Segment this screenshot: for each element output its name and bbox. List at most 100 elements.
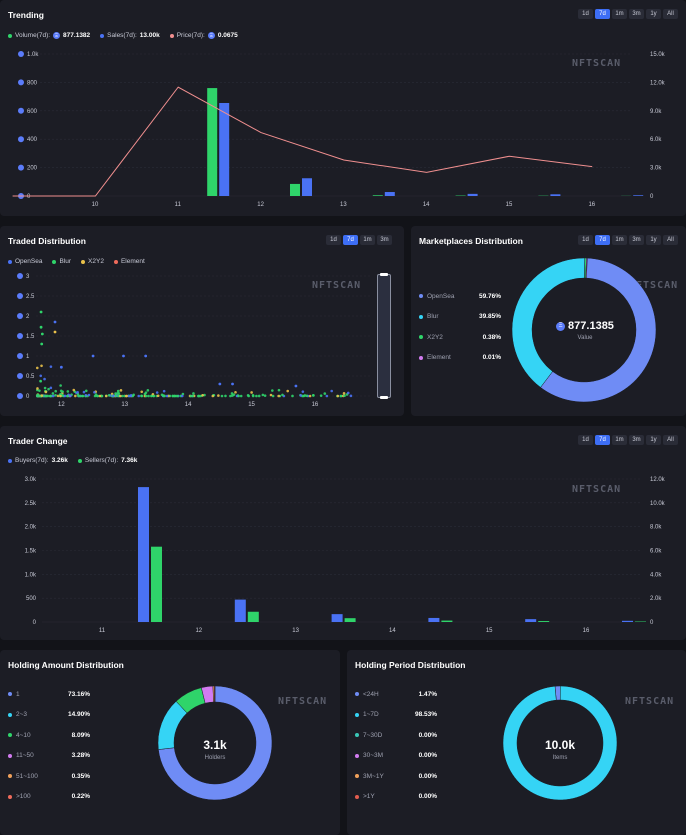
- eth-icon: [18, 51, 24, 57]
- scatter-point: [91, 354, 95, 358]
- tab-3m[interactable]: 3m: [629, 9, 644, 19]
- y2-tick-label: 2.0k: [650, 596, 662, 602]
- zoom-handle-bottom[interactable]: [380, 396, 388, 399]
- donut-slice: [585, 257, 588, 279]
- tab-7d[interactable]: 7d: [595, 235, 610, 245]
- scatter-point: [77, 394, 80, 398]
- tab-1m[interactable]: 1m: [612, 235, 627, 245]
- list-item[interactable]: 3M~1Y 0.00%: [355, 766, 437, 787]
- list-item[interactable]: >100 0.22%: [8, 787, 90, 808]
- y-tick-label: 0: [27, 194, 31, 200]
- tab-1m[interactable]: 1m: [612, 9, 627, 19]
- zoom-slider[interactable]: [377, 273, 391, 399]
- list-item[interactable]: 4~10 8.09%: [8, 725, 90, 746]
- scatter-point: [308, 394, 312, 398]
- scatter-point: [257, 394, 261, 398]
- tab-1d[interactable]: 1d: [578, 9, 593, 19]
- tab-7d[interactable]: 7d: [595, 435, 610, 445]
- list-item[interactable]: 1~7D 98.53%: [355, 705, 437, 726]
- list-item[interactable]: 2~3 14.90%: [8, 705, 90, 726]
- x-tick-label: 12: [195, 628, 202, 634]
- scatter-point: [162, 389, 166, 393]
- donut-slice: [158, 685, 273, 801]
- tab-3m[interactable]: 3m: [629, 235, 644, 245]
- y-tick-label: 1.0k: [25, 572, 37, 578]
- trader-change-legend: Buyers(7d): 3.26k Sellers(7d): 7.36k: [8, 457, 137, 464]
- legend-x2y2[interactable]: X2Y2: [81, 258, 104, 265]
- list-item[interactable]: Blur 39.85%: [419, 307, 501, 328]
- x-tick-label: 13: [121, 402, 128, 408]
- list-item[interactable]: 30~3M 0.00%: [355, 746, 437, 767]
- tab-all[interactable]: All: [663, 9, 678, 19]
- y-tick-label: 2.5k: [25, 501, 37, 507]
- x-tick-label: 16: [312, 402, 319, 408]
- scatter-point: [119, 394, 122, 398]
- scatter-point: [281, 393, 284, 397]
- y2-tick-label: 8.0k: [650, 525, 662, 531]
- legend-blur[interactable]: Blur: [52, 258, 71, 265]
- tab-1d[interactable]: 1d: [578, 435, 593, 445]
- list-item[interactable]: <24H 1.47%: [355, 684, 437, 705]
- eth-icon: [17, 313, 23, 319]
- legend-element[interactable]: Element: [113, 258, 145, 265]
- holding-period-title: Holding Period Distribution: [355, 660, 466, 670]
- scatter-point: [114, 392, 117, 395]
- buyers-bar: [138, 487, 149, 622]
- volume-bar: [372, 195, 383, 196]
- eth-icon: [18, 79, 24, 86]
- y2-tick-label: 0: [650, 620, 654, 626]
- sellers-bar: [247, 611, 259, 622]
- tab-7d[interactable]: 7d: [595, 9, 610, 19]
- scatter-point: [231, 382, 234, 386]
- list-item[interactable]: Element 0.01%: [419, 348, 501, 369]
- list-item[interactable]: 11~50 3.28%: [8, 746, 90, 767]
- scatter-point: [224, 394, 227, 398]
- y2-tick-label: 10.0k: [650, 501, 666, 507]
- x-tick-label: 14: [389, 628, 396, 634]
- donut-slice: [213, 685, 216, 703]
- tab-3m[interactable]: 3m: [377, 235, 392, 245]
- tab-1m[interactable]: 1m: [612, 435, 627, 445]
- tab-1d[interactable]: 1d: [578, 235, 593, 245]
- tab-3m[interactable]: 3m: [629, 435, 644, 445]
- tab-7d[interactable]: 7d: [343, 235, 358, 245]
- tab-1y[interactable]: 1y: [646, 435, 661, 445]
- sellers-bar: [441, 620, 453, 622]
- tab-all[interactable]: All: [663, 235, 678, 245]
- scatter-point: [84, 393, 88, 397]
- list-item[interactable]: OpenSea 59.76%: [419, 286, 501, 307]
- scatter-point: [277, 394, 280, 398]
- tab-all[interactable]: All: [663, 435, 678, 445]
- list-item[interactable]: X2Y2 0.38%: [419, 327, 501, 348]
- list-item[interactable]: >1Y 0.00%: [355, 787, 437, 808]
- scatter-point: [98, 394, 102, 398]
- legend-volume[interactable]: Volume(7d): Ξ 877.1382: [8, 32, 90, 39]
- y2-tick-label: 4.0k: [650, 572, 662, 578]
- tab-1y[interactable]: 1y: [646, 235, 661, 245]
- scatter-point: [343, 394, 346, 397]
- scatter-point: [230, 392, 234, 395]
- sales-bar: [550, 194, 561, 196]
- scatter-point: [76, 391, 79, 394]
- list-item[interactable]: 51~100 0.35%: [8, 766, 90, 787]
- list-item[interactable]: 1 73.16%: [8, 684, 90, 705]
- trader-change-panel: Trader Change 1d 7d 1m 3m 1y All Buyers(…: [0, 426, 686, 640]
- donut-value: 877.1385: [568, 320, 614, 332]
- tab-1d[interactable]: 1d: [326, 235, 341, 245]
- scatter-point: [251, 393, 255, 397]
- legend-price[interactable]: Price(7d): Ξ 0.0675: [169, 32, 238, 39]
- scatter-point: [36, 393, 40, 397]
- y2-tick-label: 3.0k: [650, 166, 662, 172]
- legend-sales[interactable]: Sales(7d): 13.00k: [100, 32, 160, 39]
- tab-1m[interactable]: 1m: [360, 235, 375, 245]
- zoom-handle-top[interactable]: [380, 273, 388, 276]
- tab-1y[interactable]: 1y: [646, 9, 661, 19]
- legend-buyers[interactable]: Buyers(7d): 3.26k: [8, 457, 68, 464]
- legend-opensea[interactable]: OpenSea: [8, 258, 42, 265]
- holding-amount-panel: Holding Amount Distribution 1 73.16% 2~3 1…: [0, 650, 340, 835]
- scatter-point: [119, 389, 123, 392]
- y-tick-label: 400: [27, 137, 38, 143]
- y-tick-label: 2.0k: [25, 525, 37, 531]
- list-item[interactable]: 7~30D 0.00%: [355, 725, 437, 746]
- legend-sellers[interactable]: Sellers(7d): 7.36k: [77, 457, 137, 464]
